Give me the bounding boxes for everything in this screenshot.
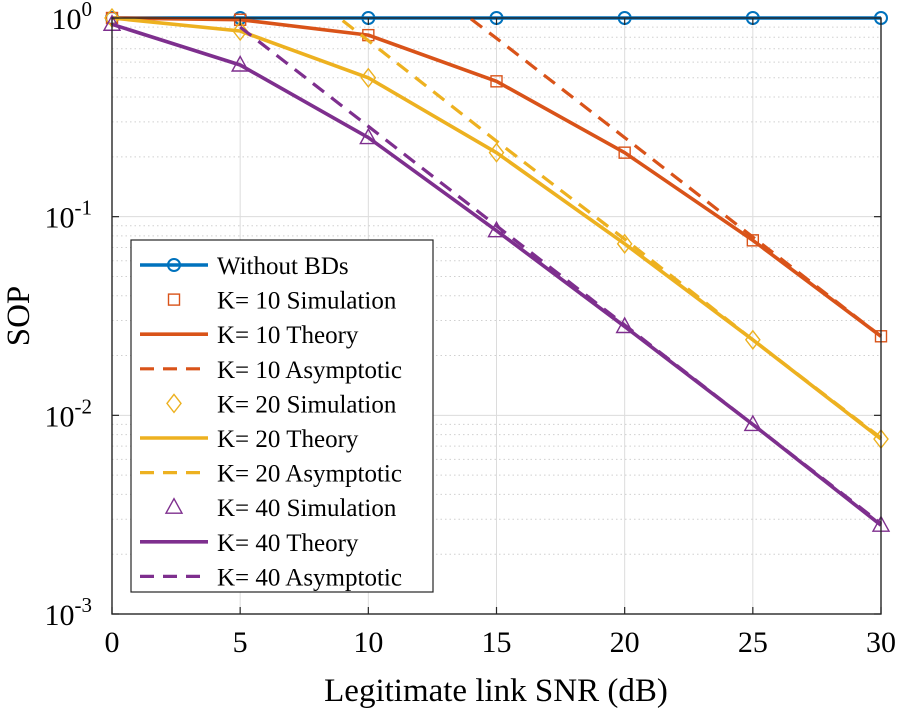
y-tick-label: 100 [52, 0, 93, 36]
data-point [232, 20, 249, 42]
legend-entry: K= 40 Asymptotic [140, 564, 402, 591]
x-tick-label: 30 [866, 626, 896, 659]
data-point [618, 146, 631, 159]
legend-label: K= 20 Asymptotic [217, 461, 402, 488]
legend-entry: K= 10 Theory [140, 322, 359, 349]
series-k-40-asymptotic [239, 25, 882, 525]
y-tick-label: 10-2 [45, 394, 93, 433]
data-point [746, 234, 760, 247]
legend-label: K= 10 Asymptotic [217, 357, 402, 384]
legend-marker [167, 258, 181, 272]
legend-label: K= 40 Simulation [217, 495, 397, 522]
legend-marker [166, 393, 182, 414]
series-line [469, 17, 882, 338]
legend-label: Without BDs [217, 253, 349, 280]
y-tick-label: 10-3 [45, 593, 93, 632]
legend-marker [167, 293, 181, 306]
legend-label: K= 20 Theory [217, 426, 359, 453]
legend-box [130, 239, 434, 593]
x-axis-label: Legitimate link SNR (dB) [324, 673, 668, 709]
x-tick-label: 15 [482, 626, 512, 659]
legend-label: K= 40 Asymptotic [217, 564, 402, 591]
legend-entry: K= 20 Theory [140, 426, 359, 453]
series-k-10-asymptotic [469, 17, 882, 338]
axis-ticks: 0 5 10 15 20 25 30 100 10-1 10-2 10-3 [45, 0, 897, 659]
legend-entry: K= 10 Simulation [167, 288, 397, 315]
legend-marker [164, 497, 184, 514]
legend-entry: K= 40 Simulation [164, 495, 397, 522]
legend-label: K= 10 Simulation [217, 288, 397, 315]
x-tick-label: 10 [353, 626, 383, 659]
data-point [490, 75, 503, 88]
legend-label: K= 20 Simulation [217, 391, 397, 418]
series-line [341, 19, 882, 440]
legend-label: K= 40 Theory [217, 530, 359, 557]
x-tick-label: 5 [233, 626, 248, 659]
series-line [239, 25, 882, 525]
legend-label: K= 10 Theory [217, 322, 359, 349]
legend-entry: K= 40 Theory [140, 530, 359, 557]
x-tick-label: 20 [610, 626, 640, 659]
x-tick-label: 0 [105, 626, 120, 659]
legend-entry: K= 20 Simulation [166, 391, 397, 418]
legend-entry: K= 10 Asymptotic [140, 357, 402, 384]
y-tick-label: 10-1 [45, 196, 93, 235]
legend: Without BDs K= 10 Simulation K= 10 Theory K… [130, 239, 434, 593]
legend-entry: K= 20 Asymptotic [140, 461, 402, 488]
x-tick-label: 25 [738, 626, 768, 659]
series-k-20-asymptotic [341, 19, 882, 440]
y-axis-label: SOP [1, 286, 37, 347]
legend-entry: Without BDs [140, 253, 349, 280]
